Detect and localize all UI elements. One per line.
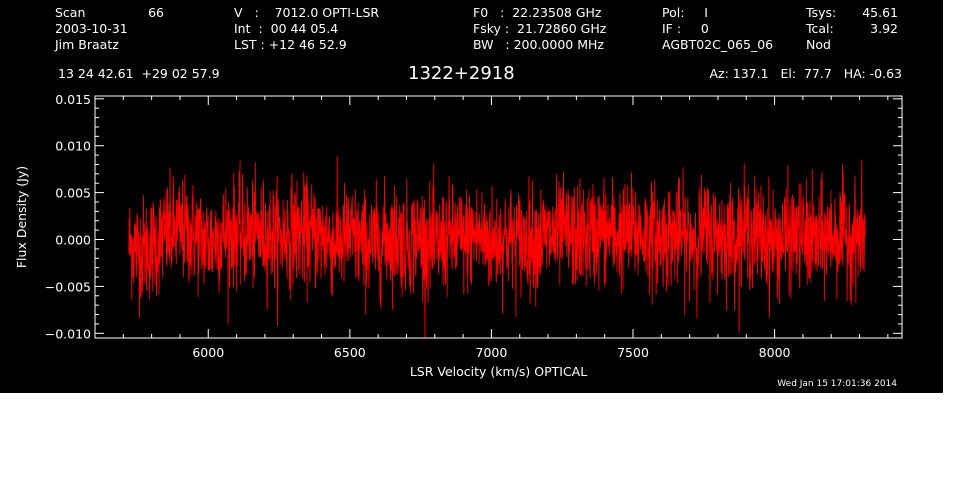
- y-tick-label: 0.010: [55, 139, 91, 154]
- y-tick-label: 0.000: [55, 233, 91, 248]
- x-tick-label: 6000: [192, 345, 224, 360]
- rest-frequency: F0 : 22.23508 GHz: [473, 5, 602, 20]
- y-tick-label: 0.005: [55, 186, 91, 201]
- bandwidth: BW : 200.0000 MHz: [473, 37, 604, 52]
- y-tick-label: −0.010: [45, 326, 91, 341]
- integration-time: Int : 00 44 05.4: [234, 21, 339, 36]
- plot-frame: [94, 95, 903, 339]
- spectrum-chart: 6000 6500 7000 7500 8000 −0.010 −0.005 0.000 0.0…: [14, 92, 903, 379]
- project-id: AGBT02C_065_06: [662, 37, 774, 52]
- tsys-label: Tsys:: [806, 5, 837, 20]
- chart-title: 1322+2918: [408, 63, 515, 84]
- y-axis-label: Flux Density (Jy): [14, 166, 29, 268]
- x-tick-label: 6500: [334, 345, 366, 360]
- scan-label: Scan: [55, 5, 86, 20]
- polarization: Pol: I: [662, 5, 708, 20]
- x-tick-label: 7500: [617, 345, 649, 360]
- switching-mode: Nod: [806, 37, 831, 52]
- x-tick-label: 7000: [476, 345, 508, 360]
- x-tick-label: 8000: [759, 345, 791, 360]
- sky-frequency: Fsky : 21.72860 GHz: [473, 21, 607, 36]
- source-coordinates: 13 24 42.61 +29 02 57.9: [58, 66, 220, 81]
- tsys-value: 45.61: [862, 5, 898, 20]
- series-layer: [128, 155, 866, 339]
- ticks-layer: 6000 6500 7000 7500 8000 −0.010 −0.005 0.000 0.0…: [45, 92, 902, 360]
- az-el-ha-readout: Az: 137.1 El: 77.7 HA: -0.63: [709, 66, 902, 81]
- velocity-readout: V : 7012.0 OPTI-LSR: [234, 5, 380, 20]
- observer-name: Jim Braatz: [55, 37, 119, 52]
- if-number: IF : 0: [662, 21, 709, 36]
- tcal-value: 3.92: [870, 21, 898, 36]
- lst-readout: LST : +12 46 52.9: [234, 37, 347, 52]
- plot-timestamp: Wed Jan 15 17:01:36 2014: [777, 379, 897, 389]
- spectrum-series-line: [128, 155, 866, 339]
- x-axis-label: LSR Velocity (km/s) OPTICAL: [410, 364, 587, 379]
- obs-date: 2003-10-31: [55, 21, 128, 36]
- plot-window: Scan 66 2003-10-31 Jim Braatz V : 7012.0…: [0, 0, 943, 393]
- scan-value: 66: [148, 5, 164, 20]
- y-tick-label: −0.005: [45, 279, 91, 294]
- y-tick-label: 0.015: [55, 92, 91, 107]
- tcal-label: Tcal:: [806, 21, 834, 36]
